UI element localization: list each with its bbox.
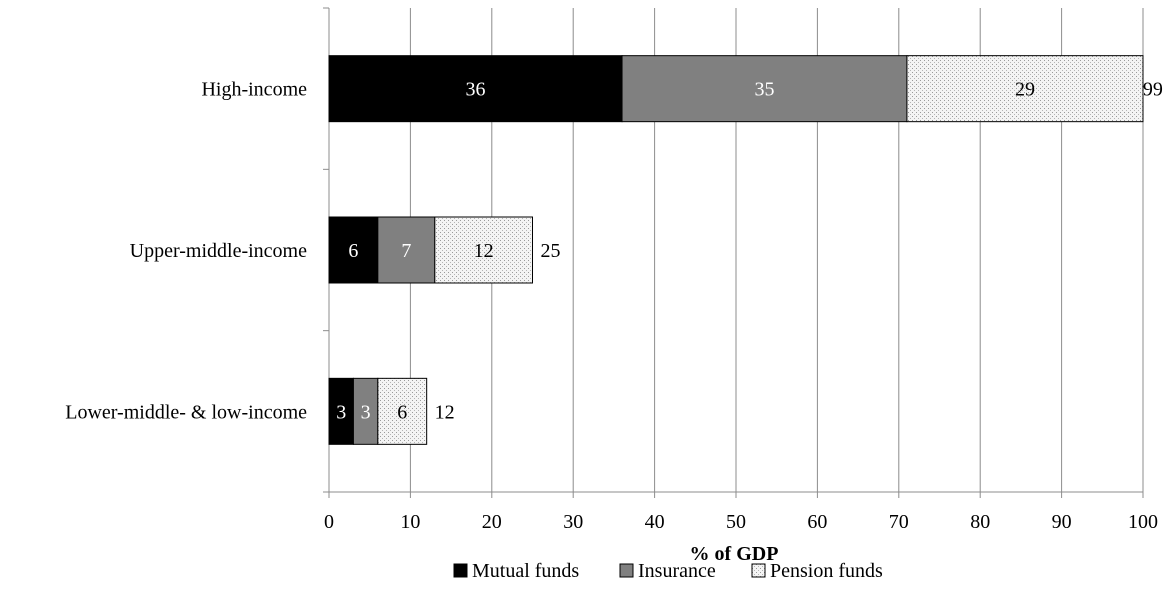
legend-swatch bbox=[453, 563, 468, 578]
data-label: 7 bbox=[401, 240, 411, 262]
x-tick-label: 40 bbox=[645, 511, 665, 533]
data-label: 36 bbox=[466, 79, 486, 101]
data-label: 35 bbox=[754, 79, 774, 101]
x-tick-label: 70 bbox=[889, 511, 909, 533]
category-label: High-income bbox=[201, 79, 307, 101]
x-tick-label: 100 bbox=[1128, 511, 1158, 533]
bar-segment bbox=[328, 377, 354, 445]
x-tick-label: 10 bbox=[400, 511, 420, 533]
x-tick-label: 50 bbox=[726, 511, 746, 533]
x-tick-label: 30 bbox=[563, 511, 583, 533]
data-label: 3 bbox=[336, 401, 346, 423]
x-tick-label: 90 bbox=[1052, 511, 1072, 533]
legend-swatch bbox=[751, 563, 766, 578]
data-label: 12 bbox=[474, 240, 494, 262]
bar-segment bbox=[906, 55, 1144, 123]
x-tick-label: 0 bbox=[324, 511, 334, 533]
legend-label: Insurance bbox=[638, 560, 716, 582]
category-label: Lower-middle- & low-income bbox=[65, 401, 307, 423]
bar-segment bbox=[621, 55, 908, 123]
x-axis-title: % of GDP bbox=[690, 543, 779, 565]
bar-segment bbox=[328, 55, 623, 123]
total-label: 12 bbox=[435, 401, 455, 423]
total-label: 99 bbox=[1143, 79, 1163, 101]
data-label: 3 bbox=[361, 401, 371, 423]
bars bbox=[328, 55, 1144, 445]
data-label: 29 bbox=[1015, 79, 1035, 101]
legend-label: Pension funds bbox=[770, 560, 883, 582]
total-label: 25 bbox=[541, 240, 561, 262]
legend-swatch bbox=[619, 563, 634, 578]
data-label: 6 bbox=[397, 401, 407, 423]
data-label: 6 bbox=[348, 240, 358, 262]
bar-segment bbox=[377, 377, 428, 445]
legend-label: Mutual funds bbox=[472, 560, 579, 582]
x-tick-label: 20 bbox=[482, 511, 502, 533]
category-label: Upper-middle-income bbox=[130, 240, 307, 262]
bar-segment bbox=[434, 216, 534, 284]
legend: Mutual funds Insurance Pension funds bbox=[453, 560, 883, 582]
x-tick-label: 60 bbox=[807, 511, 827, 533]
bar-segment bbox=[328, 216, 379, 284]
x-tick-label: 80 bbox=[970, 511, 990, 533]
